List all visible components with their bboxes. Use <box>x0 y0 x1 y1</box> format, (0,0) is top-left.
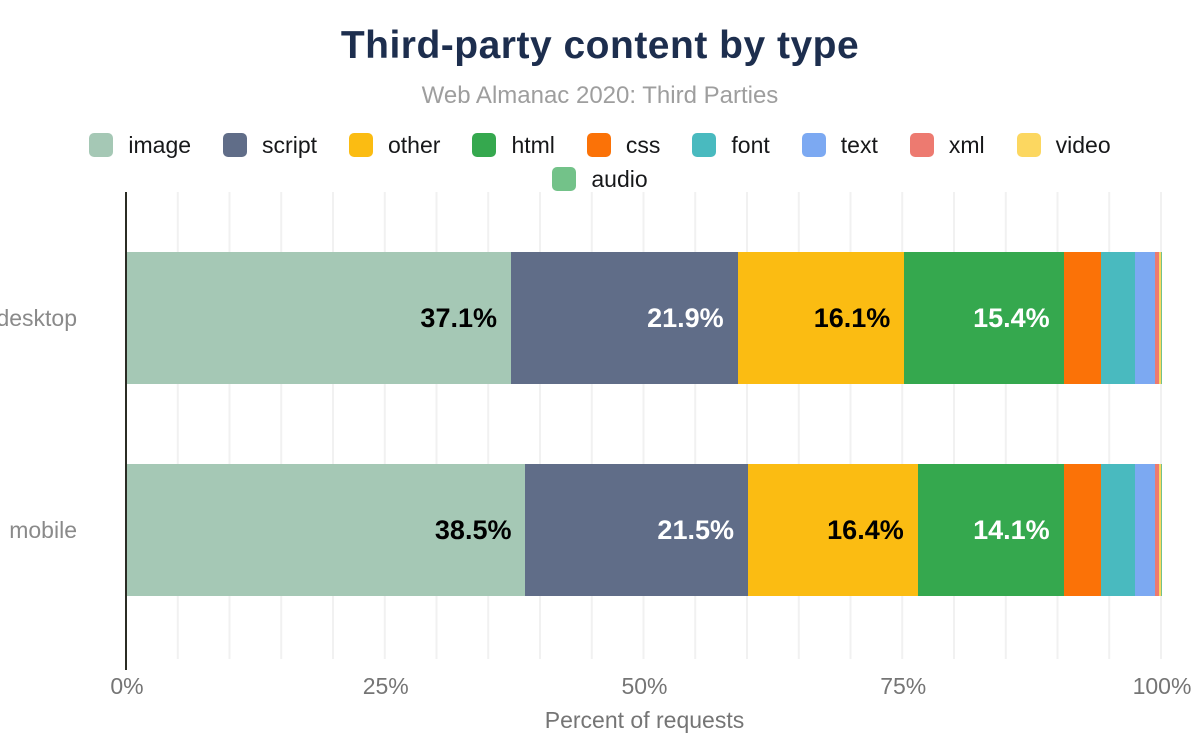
bar-segment-desktop-image: 37.1% <box>127 252 511 384</box>
legend-label: xml <box>948 132 985 158</box>
legend-swatch-text <box>801 133 826 157</box>
bar-segment-mobile-text <box>1135 464 1155 596</box>
legend-item-font: font <box>692 132 770 158</box>
bar-segment-mobile-font <box>1100 464 1136 596</box>
bar-segment-mobile-image: 38.5% <box>127 464 526 596</box>
legend-swatch-video <box>1016 133 1041 157</box>
legend-swatch-font <box>692 133 717 157</box>
legend: image script other html css font text xml video a… <box>60 132 1140 192</box>
data-label: 38.5% <box>434 514 512 545</box>
legend-swatch-script <box>223 133 248 157</box>
legend-item-html: html <box>472 132 555 158</box>
legend-label: html <box>511 132 555 158</box>
x-axis: 0% 25% 50% 75% 100% <box>110 673 1191 699</box>
legend-swatch-image <box>89 133 114 157</box>
x-axis-title: Percent of requests <box>544 707 745 733</box>
legend-item-script: script <box>223 132 317 158</box>
legend-swatch-css <box>586 133 611 157</box>
legend-label: other <box>388 132 441 158</box>
bar-segment-desktop-other: 16.1% <box>737 252 905 384</box>
stacked-bar-chart: desktop 37.1% 21.9% 16.1% 15.4% mobile 38.5% 21… <box>0 192 1200 733</box>
bar-segment-desktop-xml <box>1154 252 1159 384</box>
bar-segment-desktop-html: 15.4% <box>904 252 1064 384</box>
bar-segment-desktop-script: 21.9% <box>510 252 738 384</box>
x-tick-25: 25% <box>362 673 409 699</box>
legend-item-css: css <box>586 132 661 158</box>
legend-label: font <box>731 132 770 158</box>
legend-item-audio: audio <box>552 166 648 192</box>
data-label: 21.9% <box>647 302 724 333</box>
bar-segment-mobile-audio <box>1160 464 1162 596</box>
chart-subtitle: Web Almanac 2020: Third Parties <box>421 82 779 109</box>
x-tick-75: 75% <box>880 673 927 699</box>
bar-mobile: 38.5% 21.5% 16.4% 14.1% <box>127 464 1162 596</box>
bar-segment-mobile-other: 16.4% <box>747 464 918 596</box>
legend-item-other: other <box>349 132 440 158</box>
bar-segment-mobile-html: 14.1% <box>917 464 1064 596</box>
legend-item-image: image <box>89 132 191 158</box>
legend-swatch-xml <box>909 133 934 157</box>
x-tick-0: 0% <box>110 673 144 699</box>
legend-label: script <box>262 132 317 158</box>
x-tick-100: 100% <box>1132 673 1192 699</box>
legend-label: video <box>1055 132 1111 158</box>
data-label: 14.1% <box>973 514 1050 545</box>
y-axis-line <box>125 192 127 670</box>
bar-segment-desktop-video <box>1158 252 1161 384</box>
bar-desktop: 37.1% 21.9% 16.1% 15.4% <box>127 252 1162 384</box>
legend-swatch-html <box>472 133 497 157</box>
legend-label: text <box>840 132 878 158</box>
legend-swatch-audio <box>552 167 577 191</box>
bar-segment-desktop-text <box>1135 252 1155 384</box>
bar-segment-desktop-audio <box>1160 252 1162 384</box>
legend-label: image <box>128 132 192 158</box>
legend-label: css <box>625 132 661 158</box>
bar-segment-mobile-xml <box>1154 464 1159 596</box>
bar-segment-mobile-video <box>1158 464 1161 596</box>
row-label-mobile: mobile <box>9 517 77 543</box>
legend-swatch-other <box>349 133 373 157</box>
x-tick-50: 50% <box>621 673 668 699</box>
legend-item-video: video <box>1016 132 1111 158</box>
bar-segment-desktop-font <box>1100 252 1136 384</box>
chart-title: Third-party content by type <box>340 24 860 67</box>
data-label: 15.4% <box>973 302 1050 333</box>
legend-item-xml: xml <box>909 132 985 158</box>
legend-label: audio <box>591 166 648 192</box>
bar-segment-mobile-css <box>1063 464 1101 596</box>
data-label: 16.4% <box>827 514 904 545</box>
data-label: 16.1% <box>813 302 891 333</box>
data-label: 37.1% <box>420 302 497 333</box>
bar-segment-desktop-css <box>1063 252 1101 384</box>
row-label-desktop: desktop <box>0 305 77 331</box>
bar-segment-mobile-script: 21.5% <box>525 464 748 596</box>
legend-item-text: text <box>801 132 878 158</box>
plot-area: desktop 37.1% 21.9% 16.1% 15.4% mobile 38.5% 21… <box>0 192 1162 670</box>
data-label: 21.5% <box>657 514 734 545</box>
